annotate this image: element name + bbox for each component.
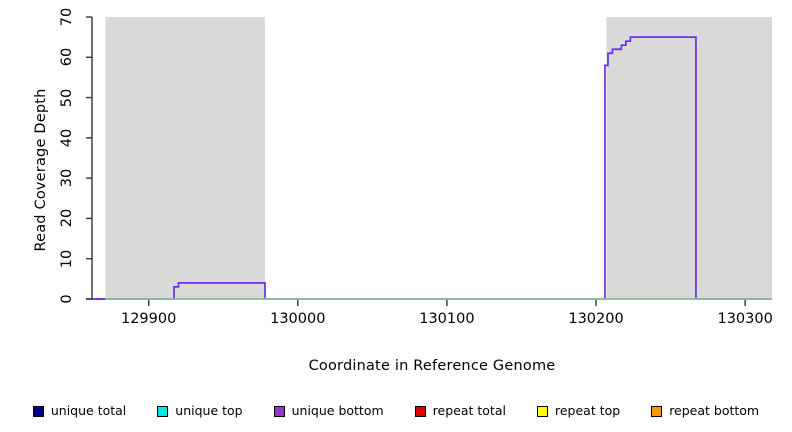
shaded-region [606,17,772,299]
legend-label: repeat bottom [669,402,760,418]
legend-item[interactable]: unique top [157,402,243,418]
y-tick-label: 20 [59,209,75,228]
legend-label: unique bottom [291,402,384,418]
legend-swatch-icon [414,405,426,417]
legend-swatch-icon [651,405,663,417]
legend-item[interactable]: repeat top [536,402,621,418]
legend-swatch-icon [157,405,169,417]
legend-label: unique top [175,402,243,418]
y-tick-label: 50 [59,88,75,107]
y-tick-label: 10 [59,249,75,268]
legend-item[interactable]: repeat bottom [651,402,760,418]
x-tick-label: 130000 [270,311,326,327]
legend-item[interactable]: repeat total [414,402,506,418]
chart-legend: unique total unique top unique bottom repea… [0,398,792,424]
legend-item[interactable]: unique total [32,402,127,418]
y-tick-label: 30 [59,168,75,188]
y-tick-label: 40 [59,128,75,148]
x-tick-label: 130300 [717,311,773,327]
legend-item[interactable]: unique bottom [273,402,384,418]
x-tick-label: 129900 [120,311,177,327]
legend-label: repeat total [432,402,506,418]
x-axis-title: Coordinate in Reference Genome [308,358,556,374]
legend-swatch-icon [32,405,44,417]
y-tick-label: 70 [59,7,75,27]
series-line-unique-bottom [92,36,772,300]
legend-label: unique total [50,402,127,418]
x-tick-label: 130100 [419,311,475,327]
legend-swatch-icon [273,405,285,417]
legend-label: repeat top [554,402,621,418]
shaded-region [105,17,265,299]
legend-swatch-icon [536,405,548,417]
x-tick-label: 130200 [568,311,624,327]
y-tick-label: 0 [59,294,75,304]
y-tick-label: 60 [59,48,75,67]
